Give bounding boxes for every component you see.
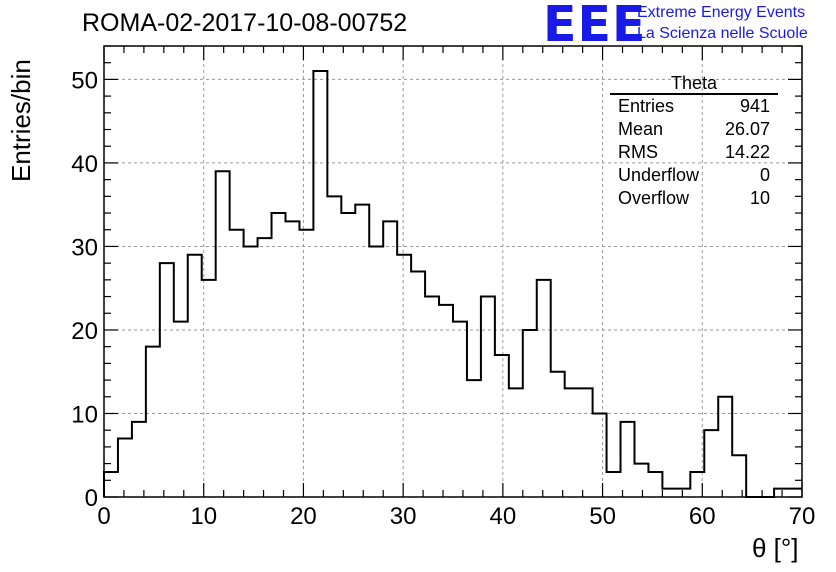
histogram-bin <box>272 213 286 497</box>
histogram-bin <box>774 489 788 497</box>
axis-tick-labels: 0 10 20 30 40 50 60 70 0 10 20 30 40 50 <box>71 67 815 530</box>
histogram-bin <box>690 472 704 497</box>
histogram-bin <box>355 205 369 497</box>
histogram-bin <box>439 305 453 497</box>
histogram-bin <box>788 489 802 497</box>
axis-ticks <box>103 45 803 498</box>
histogram-bin <box>523 330 537 497</box>
y-axis-label: Entries/bin <box>6 59 36 182</box>
histogram-bin <box>551 372 565 497</box>
histogram-bin <box>174 322 188 497</box>
stats-row-mean: Mean 26.07 <box>610 118 778 141</box>
histogram-bin <box>313 71 327 497</box>
stats-label: Overflow <box>618 188 690 208</box>
histogram-bin <box>369 246 383 497</box>
y-tick-label: 30 <box>71 234 98 261</box>
stats-row-underflow: Underflow 0 <box>610 164 778 187</box>
stats-row-rms: RMS 14.22 <box>610 141 778 164</box>
y-tick-label: 40 <box>71 151 98 178</box>
histogram-bin <box>341 213 355 497</box>
histogram-bin <box>285 221 299 497</box>
histogram-bin <box>132 422 146 497</box>
histogram-bin <box>607 472 621 497</box>
histogram-bin <box>662 489 676 497</box>
y-tick-label: 50 <box>71 67 98 94</box>
stats-value: 26.07 <box>724 119 770 139</box>
histogram-bin <box>244 246 258 497</box>
histogram-bin <box>230 230 244 497</box>
grid-lines <box>104 46 802 497</box>
x-tick-label: 40 <box>490 503 517 530</box>
y-tick-label: 0 <box>85 485 98 512</box>
histogram-bin <box>593 413 607 497</box>
x-tick-label: 60 <box>689 503 716 530</box>
histogram-bin <box>216 171 230 497</box>
histogram-bin <box>104 472 118 497</box>
histogram-bin <box>425 297 439 497</box>
stats-label: Underflow <box>618 165 700 185</box>
plot-frame <box>103 45 803 498</box>
histogram-bin <box>160 263 174 497</box>
histogram-bin <box>383 221 397 497</box>
stats-value: 941 <box>739 96 770 116</box>
stats-label: RMS <box>618 142 658 162</box>
histogram-bin <box>258 238 272 497</box>
stats-label: Mean <box>618 119 664 139</box>
stats-title: Theta <box>610 74 778 95</box>
histogram-bin <box>732 455 746 497</box>
histogram-bin <box>467 380 481 497</box>
histogram-bin <box>146 347 160 497</box>
stats-row-overflow: Overflow 10 <box>610 187 778 210</box>
x-tick-label: 20 <box>290 503 317 530</box>
histogram-bin <box>495 355 509 497</box>
run-title: ROMA-02-2017-10-08-00752 <box>82 9 408 37</box>
x-tick-label: 50 <box>589 503 616 530</box>
stats-value: 14.22 <box>724 142 770 162</box>
histogram-bin <box>621 422 635 497</box>
histogram-bin <box>397 255 411 497</box>
x-tick-label: 0 <box>97 503 110 530</box>
histogram-series-line <box>103 70 802 498</box>
histogram-bin <box>327 196 341 497</box>
x-axis-label: θ [°] <box>752 533 799 563</box>
histogram-bin <box>718 397 732 497</box>
histogram-bin <box>188 255 202 497</box>
stats-value: 10 <box>749 188 770 208</box>
histogram-bin <box>481 297 495 497</box>
histogram-bin <box>579 388 593 497</box>
histogram-bin <box>704 430 718 497</box>
histogram-bin <box>299 230 313 497</box>
logo-subtitle-line1: Extreme Energy Events <box>637 4 806 21</box>
histogram-bin <box>202 280 216 497</box>
x-tick-label: 70 <box>789 503 816 530</box>
stats-box: Theta Entries 941 Mean 26.07 RMS 14.22 U… <box>610 74 778 210</box>
histogram-bin <box>118 439 132 497</box>
histogram-bin <box>648 472 662 497</box>
histogram-bin <box>411 272 425 498</box>
histogram-bin <box>537 280 551 497</box>
histogram-bin <box>565 388 579 497</box>
stats-label: Entries <box>618 96 675 116</box>
eee-logo: EEE <box>543 0 647 53</box>
histogram-bin <box>453 322 467 497</box>
histogram-bin <box>634 464 648 497</box>
y-tick-label: 20 <box>71 318 98 345</box>
histogram-bin <box>509 388 523 497</box>
y-tick-label: 10 <box>71 401 98 428</box>
histogram-bin <box>676 489 690 497</box>
x-tick-label: 30 <box>390 503 417 530</box>
stats-row-entries: Entries 941 <box>610 95 778 118</box>
x-tick-label: 10 <box>190 503 217 530</box>
logo-subtitle-line2: La Scienza nelle Scuole <box>637 25 808 42</box>
stats-value: 0 <box>759 165 770 185</box>
